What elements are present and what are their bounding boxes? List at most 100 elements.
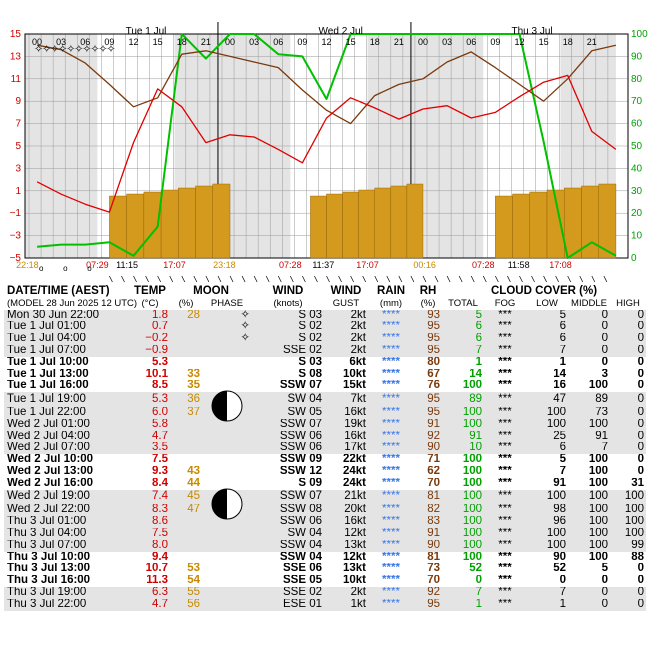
table-row: Thu 3 Jul 19:00 6.3 55 SSE 02 2kt **** 92 7 *** 7… [4,586,647,599]
cell-temp: 6.3 [152,586,168,598]
cell-low: 47 [553,392,566,405]
cell-phase [202,357,252,369]
moon-phase-icon [211,488,243,520]
temperature-line [36,74,617,213]
cell-gust: 13kt [344,539,366,551]
cell-middle: 0 [601,586,608,598]
cell-fog: *** [498,598,512,610]
cell-total: 100 [462,454,482,466]
cell-datetime: Tue 1 Jul 07:00 [7,344,86,356]
cell-rh: 76 [427,380,440,392]
cell-fog: *** [498,418,512,430]
cell-wind: SSW 09 [279,454,322,466]
cell-total: 1 [475,598,482,610]
wind-tick [531,275,535,283]
sun-moon-time: 07:28 [279,260,302,270]
wind-tick [507,275,511,283]
cell-fog: *** [498,563,512,575]
wind-tick [495,275,499,283]
moon-phase-icon [211,390,243,422]
cell-low: 7 [559,465,566,477]
day-label: Thu 3 Jul [512,26,553,37]
sun-moon-time: 17:07 [356,260,379,270]
rain-bar [160,189,179,259]
rain-bar [326,193,343,259]
cell-wind: S 09 [298,477,322,489]
cell-datetime: Wed 2 Jul 19:00 [7,490,90,503]
cell-low: 100 [546,527,566,539]
wind-tick [338,275,342,283]
wind-tick [193,275,198,283]
cell-datetime: Tue 1 Jul 16:00 [7,380,89,392]
cell-wind: SSW 04 [279,551,322,563]
sun-moon-time: 07:29 [86,260,109,270]
cell-wind: SSW 06 [279,516,322,528]
cell-moon: 44 [187,477,200,489]
cell-temp: 7.5 [152,527,168,539]
wind-unit: (knots) [252,297,324,310]
cell-datetime: Thu 3 Jul 22:00 [7,598,87,610]
cell-fog: *** [498,454,512,466]
wind-tick [302,275,306,283]
cell-temp: 11.3 [146,575,168,587]
cloud-axis-tick: 80 [631,74,643,85]
cell-gust: 21kt [344,490,366,503]
cell-fog: *** [498,539,512,551]
cell-wind: SSW 12 [279,465,322,477]
cell-rain: **** [382,344,400,356]
cell-total: 14 [469,368,482,380]
cell-phase [202,380,252,392]
cell-middle: 100 [588,504,608,516]
cell-low: 14 [553,368,566,380]
rain-unit: (mm) [368,297,414,310]
sun-moon-time: 17:07 [163,260,186,270]
wind-tick [362,275,366,283]
col-header-temp: TEMP [130,285,170,298]
cell-rain: **** [382,563,400,575]
cell-wind: SSE 02 [283,344,322,356]
table-row: Mon 30 Jun 22:00 1.8 28 ✧ S 03 2kt **** 93 5 *** 5… [4,309,647,322]
cell-temp: 10.1 [145,368,168,380]
hour-tick-label: 21 [587,37,597,47]
hour-tick-label: 00 [418,37,428,47]
wind-tick [374,275,379,283]
rain-bar [390,185,408,259]
cell-phase [202,442,252,454]
cell-high: 0 [637,392,645,405]
cell-moon: 56 [187,598,200,610]
cell-total: 6 [475,321,482,333]
cell-rain: **** [382,368,400,380]
cell-middle: 0 [601,309,608,321]
cell-phase [202,599,252,611]
temp-axis-tick: 15 [10,29,22,40]
cell-moon: 37 [187,406,200,418]
high-header: HIGH [610,297,647,310]
cell-wind: SSW 04 [279,539,322,551]
sun-moon-time: 11:58 [508,260,530,270]
cell-datetime: Wed 2 Jul 10:00 [7,454,94,466]
cloud-axis-tick: 20 [631,208,643,219]
cell-moon [170,321,202,333]
cell-rh: 95 [427,392,440,405]
cell-low: 100 [546,539,566,551]
cell-datetime: Tue 1 Jul 04:00 [7,333,86,345]
wind-tick [253,275,258,283]
cell-datetime: Wed 2 Jul 16:00 [7,477,94,489]
cell-gust: 17kt [344,442,366,454]
cell-phase [202,431,252,443]
cloud-axis-tick: 0 [631,253,637,264]
cell-moon [170,419,202,431]
cell-phase: ✧ [240,333,250,345]
cell-high: 0 [637,321,645,333]
cell-fog: *** [498,465,512,477]
cell-moon [170,345,202,357]
cell-temp: 7.5 [152,454,168,466]
cell-temp: 7.4 [152,490,168,503]
cell-datetime: Wed 2 Jul 13:00 [7,465,94,477]
cell-rain: **** [382,586,400,598]
cell-phase [202,466,252,478]
cell-temp: −0.9 [145,344,168,356]
table-row: Tue 1 Jul 13:00 10.1 33 S 08 10kt **** 67 14 ***… [4,368,647,381]
cell-low: 1 [559,598,566,610]
cell-low: 90 [553,551,566,563]
